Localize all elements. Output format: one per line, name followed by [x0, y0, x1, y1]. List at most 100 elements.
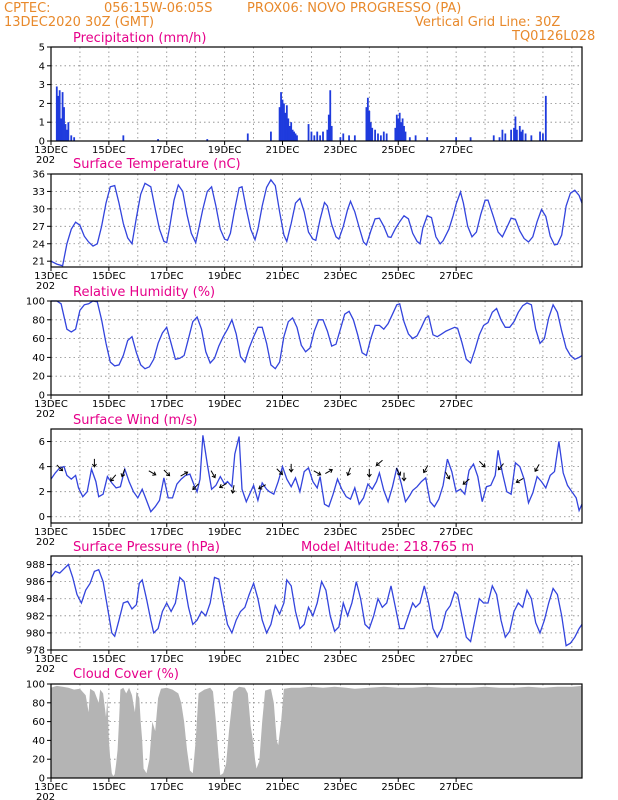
precip-bar — [283, 103, 285, 141]
header-code: TQ0126L028 — [512, 29, 596, 44]
rh-ytick-label: 60 — [32, 334, 45, 345]
wind-xtick-label: 17DEC — [150, 527, 184, 538]
precip-bar — [544, 95, 547, 141]
precip-bar — [510, 129, 513, 141]
precip-xtick-label: 19DEC — [208, 145, 242, 156]
precip-title: Precipitation (mm/h) — [73, 31, 206, 46]
precip-bar — [400, 122, 403, 141]
cloud-frame — [50, 683, 583, 779]
temp-ytick-label: 24 — [32, 239, 45, 250]
precip-bar — [404, 131, 407, 141]
wind-arrow — [91, 458, 97, 468]
wind-ytick-label: 0 — [39, 512, 45, 523]
precip-bar — [67, 122, 70, 141]
cloud-ytick-label: 60 — [32, 717, 45, 728]
precip-ytick-label: 4 — [39, 61, 45, 72]
wind-xtick-label: 19DEC — [208, 527, 242, 538]
rh-xtick-label: 19DEC — [208, 399, 242, 410]
precip-bar — [524, 133, 527, 141]
precip-bar — [408, 137, 411, 141]
precip-bar — [293, 131, 295, 141]
cloud-year-label: 202 — [36, 792, 55, 800]
rh-ytick-label: 0 — [39, 391, 45, 402]
precip-bar — [157, 139, 159, 141]
cloud-xtick-label: 27DEC — [439, 782, 473, 793]
cloud-ytick-label: 100 — [26, 680, 45, 691]
temp-xtick-label: 21DEC — [266, 271, 300, 282]
wind-arrow — [210, 470, 216, 479]
precip-xtick-label: 21DEC — [266, 145, 300, 156]
precip-bar — [348, 135, 350, 141]
precip-frame — [50, 46, 583, 142]
temp-xtick-label: 17DEC — [150, 271, 184, 282]
pres-xtick-label: 17DEC — [150, 654, 184, 665]
pres-ytick-label: 980 — [26, 628, 45, 639]
temp-xtick-label: 25DEC — [381, 271, 415, 282]
wind-series-line — [50, 435, 583, 513]
precip-bar — [307, 124, 310, 141]
rh-series-line — [51, 300, 583, 370]
wind-xtick-label: 25DEC — [381, 527, 415, 538]
precip-bar — [382, 131, 385, 141]
rh-ytick-label: 40 — [32, 353, 45, 364]
wind-arrow — [180, 471, 189, 477]
precip-bar — [64, 124, 67, 141]
precip-bar — [385, 133, 388, 141]
precip-bar — [61, 92, 64, 141]
precip-bar — [60, 118, 63, 141]
temp-xtick-label: 15DEC — [92, 271, 126, 282]
precip-bar — [455, 137, 458, 141]
pres-annotation: Model Altitude: 218.765 m — [301, 540, 474, 555]
header-source: CPTEC: — [4, 1, 51, 16]
precip-bar — [63, 107, 65, 141]
pres-xtick-label: 15DEC — [92, 654, 126, 665]
precip-xtick-label: 25DEC — [381, 145, 415, 156]
precip-bar — [414, 135, 417, 141]
precip-bar — [287, 118, 290, 141]
precip-bar — [122, 135, 125, 141]
precip-bar — [55, 86, 58, 141]
wind-arrow — [120, 468, 126, 478]
wind-arrow — [325, 468, 333, 475]
precip-bar — [401, 118, 404, 141]
wind-arrow — [163, 469, 171, 477]
precip-bar — [398, 112, 401, 141]
wind-arrow — [230, 485, 236, 494]
cloud-cover-area — [51, 685, 582, 778]
precip-bar — [330, 125, 333, 141]
rh-xtick-label: 23DEC — [324, 399, 358, 410]
pres-title: Surface Pressure (hPa) — [73, 540, 220, 555]
precip-bar — [514, 116, 517, 141]
pres-ytick-label: 978 — [26, 646, 45, 657]
precip-bar — [513, 127, 515, 141]
precip-bar — [66, 129, 68, 141]
wind-year-label: 202 — [36, 537, 55, 548]
precip-xtick-label: 15DEC — [92, 145, 126, 156]
precip-bar — [57, 95, 60, 141]
wind-arrow — [401, 472, 407, 482]
precip-bar — [515, 129, 518, 141]
cloud-ytick-label: 20 — [32, 755, 45, 766]
wind-arrow — [422, 465, 429, 474]
rh-frame — [50, 300, 583, 396]
temp-xtick-label: 19DEC — [208, 271, 242, 282]
temp-xtick-label: 23DEC — [324, 271, 358, 282]
cloud-xtick-label: 21DEC — [266, 782, 300, 793]
wind-arrow — [515, 477, 524, 484]
rh-title: Relative Humidity (%) — [73, 285, 215, 300]
cloud-xtick-label: 19DEC — [208, 782, 242, 793]
precip-bar — [492, 135, 495, 141]
precip-bar — [313, 135, 316, 141]
wind-arrow — [534, 464, 540, 473]
wind-xtick-label: 21DEC — [266, 527, 300, 538]
precip-ytick-label: 1 — [39, 118, 45, 129]
precip-bar — [73, 137, 76, 141]
precip-bar — [310, 131, 313, 141]
precip-bar — [58, 90, 61, 141]
wind-arrow — [288, 463, 294, 473]
rh-xtick-label: 13DEC — [34, 399, 68, 410]
rh-xtick-label: 15DEC — [92, 399, 126, 410]
pres-xtick-label: 27DEC — [439, 654, 473, 665]
pres-ytick-label: 988 — [26, 560, 45, 571]
precip-bar — [403, 125, 405, 141]
